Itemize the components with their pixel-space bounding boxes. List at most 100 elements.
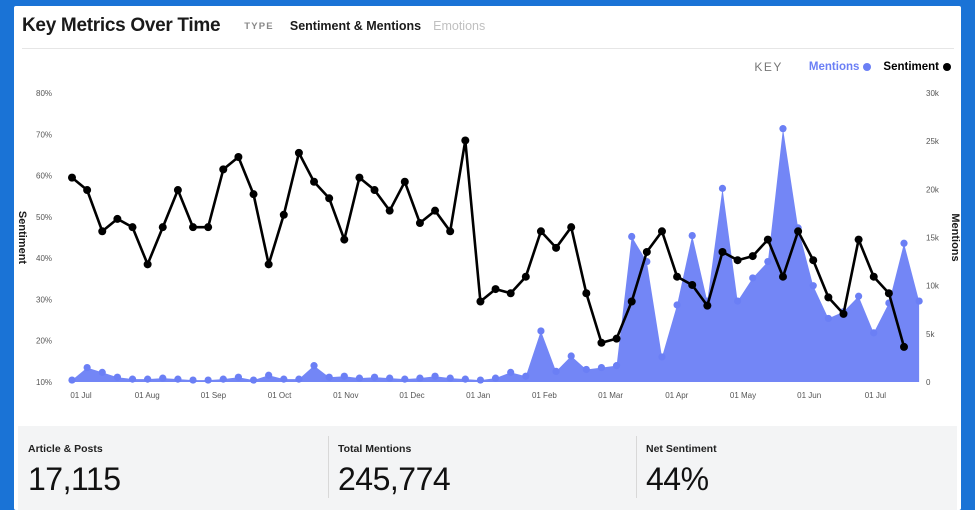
mentions-point: [98, 368, 106, 376]
stat-divider: [328, 436, 329, 498]
y-right-tick-label: 0: [926, 378, 931, 387]
mentions-point: [537, 327, 545, 335]
sentiment-point: [673, 272, 682, 281]
sentiment-point: [158, 223, 167, 232]
mentions-point: [900, 239, 908, 247]
metrics-card: Key Metrics Over Time TYPE Sentiment & M…: [14, 6, 961, 510]
sentiment-point: [325, 194, 334, 203]
sentiment-point: [83, 186, 92, 195]
sentiment-point: [446, 227, 455, 236]
y-right-tick-label: 20k: [926, 185, 940, 194]
sentiment-point: [113, 214, 122, 223]
sentiment-point: [657, 227, 666, 236]
x-tick-label: 01 Apr: [665, 391, 688, 400]
sentiment-point: [143, 260, 152, 269]
x-tick-label: 01 Jul: [865, 391, 887, 400]
sentiment-point: [642, 247, 651, 256]
tab-sentiment-mentions[interactable]: Sentiment & Mentions: [289, 19, 422, 33]
x-tick-label: 01 Sep: [201, 391, 227, 400]
y-left-tick-label: 60%: [36, 172, 52, 181]
mentions-point: [628, 232, 636, 241]
y-left-tick-label: 40%: [36, 254, 52, 263]
mentions-point: [673, 301, 681, 309]
mentions-point: [612, 362, 621, 370]
y-left-tick-label: 10%: [36, 378, 52, 387]
mentions-point: [401, 375, 409, 383]
mentions-point: [597, 363, 606, 372]
y-right-tick-label: 25k: [926, 137, 940, 146]
y-left-tick-label: 80%: [36, 89, 52, 98]
page-title: Key Metrics Over Time: [22, 15, 221, 36]
sentiment-point: [884, 289, 893, 298]
sentiment-point: [189, 223, 198, 232]
mentions-point: [355, 374, 364, 382]
mentions-point: [870, 329, 878, 337]
sentiment-point: [597, 338, 606, 347]
mentions-point: [68, 376, 76, 384]
sentiment-point: [461, 136, 470, 145]
mentions-point: [431, 372, 439, 380]
mentions-point: [280, 375, 288, 383]
tab-emotions[interactable]: Emotions: [433, 19, 486, 33]
stat-total-mentions: Total Mentions 245,774: [328, 426, 636, 510]
sentiment-point: [219, 165, 228, 174]
y-right-tick-label: 30k: [926, 89, 940, 98]
sentiment-point: [688, 280, 697, 289]
type-label: TYPE: [244, 20, 274, 32]
sentiment-point: [98, 227, 107, 236]
mentions-point: [658, 353, 666, 361]
stat-articles-posts: Article & Posts 17,115: [18, 426, 328, 510]
card-header: Key Metrics Over Time TYPE Sentiment & M…: [22, 15, 485, 37]
mentions-point: [522, 372, 530, 380]
sentiment-point: [370, 186, 379, 195]
mentions-point: [779, 125, 787, 133]
mentions-point: [144, 375, 152, 383]
mentions-point: [265, 371, 273, 379]
mentions-point: [234, 373, 242, 381]
x-tick-label: 01 Oct: [268, 391, 292, 400]
sentiment-point: [264, 260, 273, 269]
mentions-point: [809, 282, 817, 290]
mentions-point: [128, 375, 137, 383]
mentions-point: [824, 314, 832, 323]
legend-sentiment-dot-icon: [943, 63, 951, 71]
mentions-point: [749, 274, 757, 282]
sentiment-point: [612, 334, 621, 343]
mentions-point: [174, 375, 182, 383]
x-tick-label: 01 Feb: [532, 391, 557, 400]
mentions-point: [189, 376, 197, 384]
sentiment-point: [854, 235, 863, 244]
sentiment-point: [431, 206, 440, 215]
sentiment-point: [733, 256, 742, 265]
x-tick-label: 01 Mar: [598, 391, 623, 400]
x-tick-label: 01 Nov: [333, 391, 358, 400]
sentiment-point: [567, 223, 576, 232]
sentiment-point: [521, 272, 530, 281]
mentions-point: [204, 376, 212, 384]
sentiment-point: [173, 186, 182, 195]
sentiment-point: [778, 272, 787, 281]
mentions-point: [416, 374, 424, 382]
y-left-tick-label: 50%: [36, 213, 52, 222]
legend-item-sentiment[interactable]: Sentiment: [883, 61, 951, 73]
x-tick-label: 01 Dec: [399, 391, 424, 400]
legend-key-label: KEY: [754, 60, 783, 74]
key-metrics-chart: 10% 20% 30% 40% 50% 60% 70% 80% 0 5k 10k 15k 20k 25k 3…: [16, 89, 961, 400]
sentiment-point: [869, 272, 878, 281]
sentiment-point: [839, 309, 848, 318]
y-left-axis-title: Sentiment: [16, 211, 28, 265]
mentions-point: [855, 292, 863, 300]
sentiment-point: [627, 297, 636, 306]
legend-item-mentions[interactable]: Mentions: [809, 61, 872, 73]
sentiment-point: [310, 177, 319, 186]
sentiment-point: [506, 289, 515, 298]
mentions-point: [249, 376, 258, 384]
chart-legend: KEY Mentions Sentiment: [754, 60, 951, 74]
sentiment-point: [128, 223, 137, 232]
stat-value: 44%: [646, 461, 709, 497]
mentions-point: [83, 363, 91, 372]
mentions-point: [582, 365, 590, 374]
mentions-point: [370, 373, 379, 381]
stat-divider: [636, 436, 637, 498]
mentions-point: [688, 231, 696, 240]
